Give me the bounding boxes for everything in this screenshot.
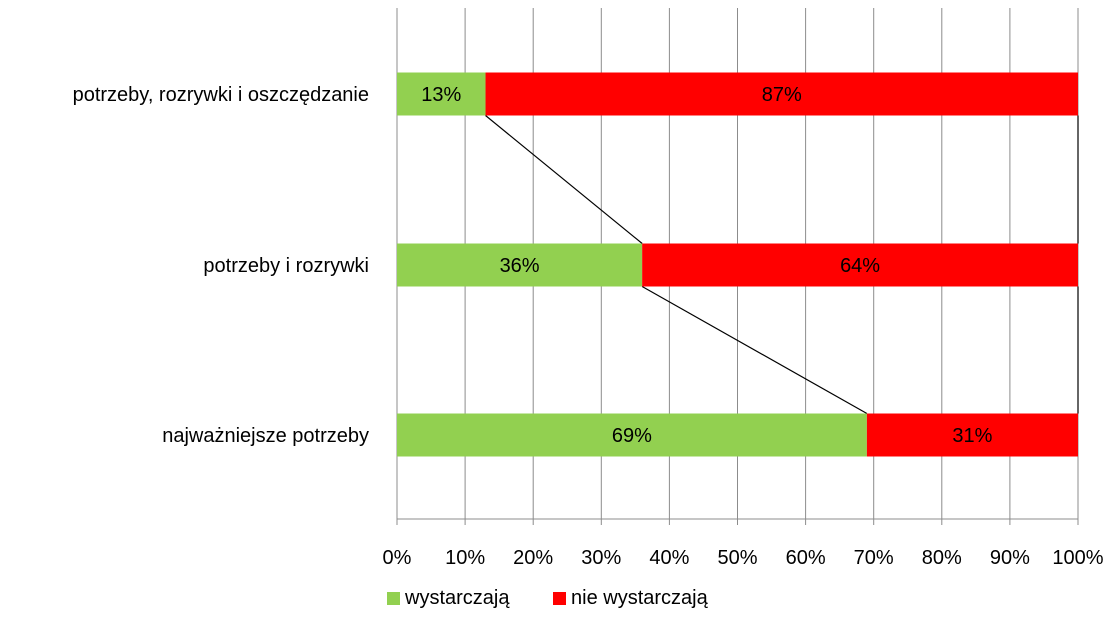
category-labels: potrzeby, rozrywki i oszczędzanie potrzeb… xyxy=(73,84,369,447)
x-tick-label: 30% xyxy=(581,547,621,569)
data-label: 31% xyxy=(952,425,992,447)
bar-segment xyxy=(397,243,643,287)
series-line xyxy=(641,285,868,415)
x-tick-label: 20% xyxy=(513,547,553,569)
legend-swatch xyxy=(387,592,400,605)
x-tick-label: 60% xyxy=(786,547,826,569)
x-tick-label: 70% xyxy=(854,547,894,569)
x-tick-label: 0% xyxy=(383,547,412,569)
legend-label: wystarczają xyxy=(404,587,510,609)
bar-segment xyxy=(485,72,1078,116)
data-label: 13% xyxy=(421,84,461,106)
bar-segment xyxy=(397,72,486,116)
x-tick-label: 10% xyxy=(445,547,485,569)
series-connector-lines xyxy=(485,115,1079,415)
category-label: potrzeby, rozrywki i oszczędzanie xyxy=(73,84,369,106)
legend: wystarczają nie wystarczają xyxy=(387,587,709,609)
bars xyxy=(397,72,1078,457)
category-label: najważniejsze potrzeby xyxy=(162,425,369,447)
legend-swatch xyxy=(553,592,566,605)
bar-segment xyxy=(642,243,1078,287)
x-tick-label: 90% xyxy=(990,547,1030,569)
x-tick-label: 100% xyxy=(1052,547,1103,569)
category-label: potrzeby i rozrywki xyxy=(203,255,369,277)
x-axis: 0% 10% 20% 30% 40% 50% 60% 70% 80% 90% 100% xyxy=(383,518,1104,569)
data-label: 69% xyxy=(612,425,652,447)
x-tick-label: 50% xyxy=(717,547,757,569)
data-labels: 13% 87% 36% 64% 69% 31% xyxy=(421,84,992,447)
bar-segment xyxy=(397,413,867,457)
data-label: 64% xyxy=(840,255,880,277)
x-tick-label: 40% xyxy=(649,547,689,569)
series-line xyxy=(485,115,643,244)
bar-segment xyxy=(866,413,1078,457)
legend-label: nie wystarczają xyxy=(571,587,709,609)
data-label: 87% xyxy=(762,84,802,106)
data-label: 36% xyxy=(500,255,540,277)
x-tick-label: 80% xyxy=(922,547,962,569)
